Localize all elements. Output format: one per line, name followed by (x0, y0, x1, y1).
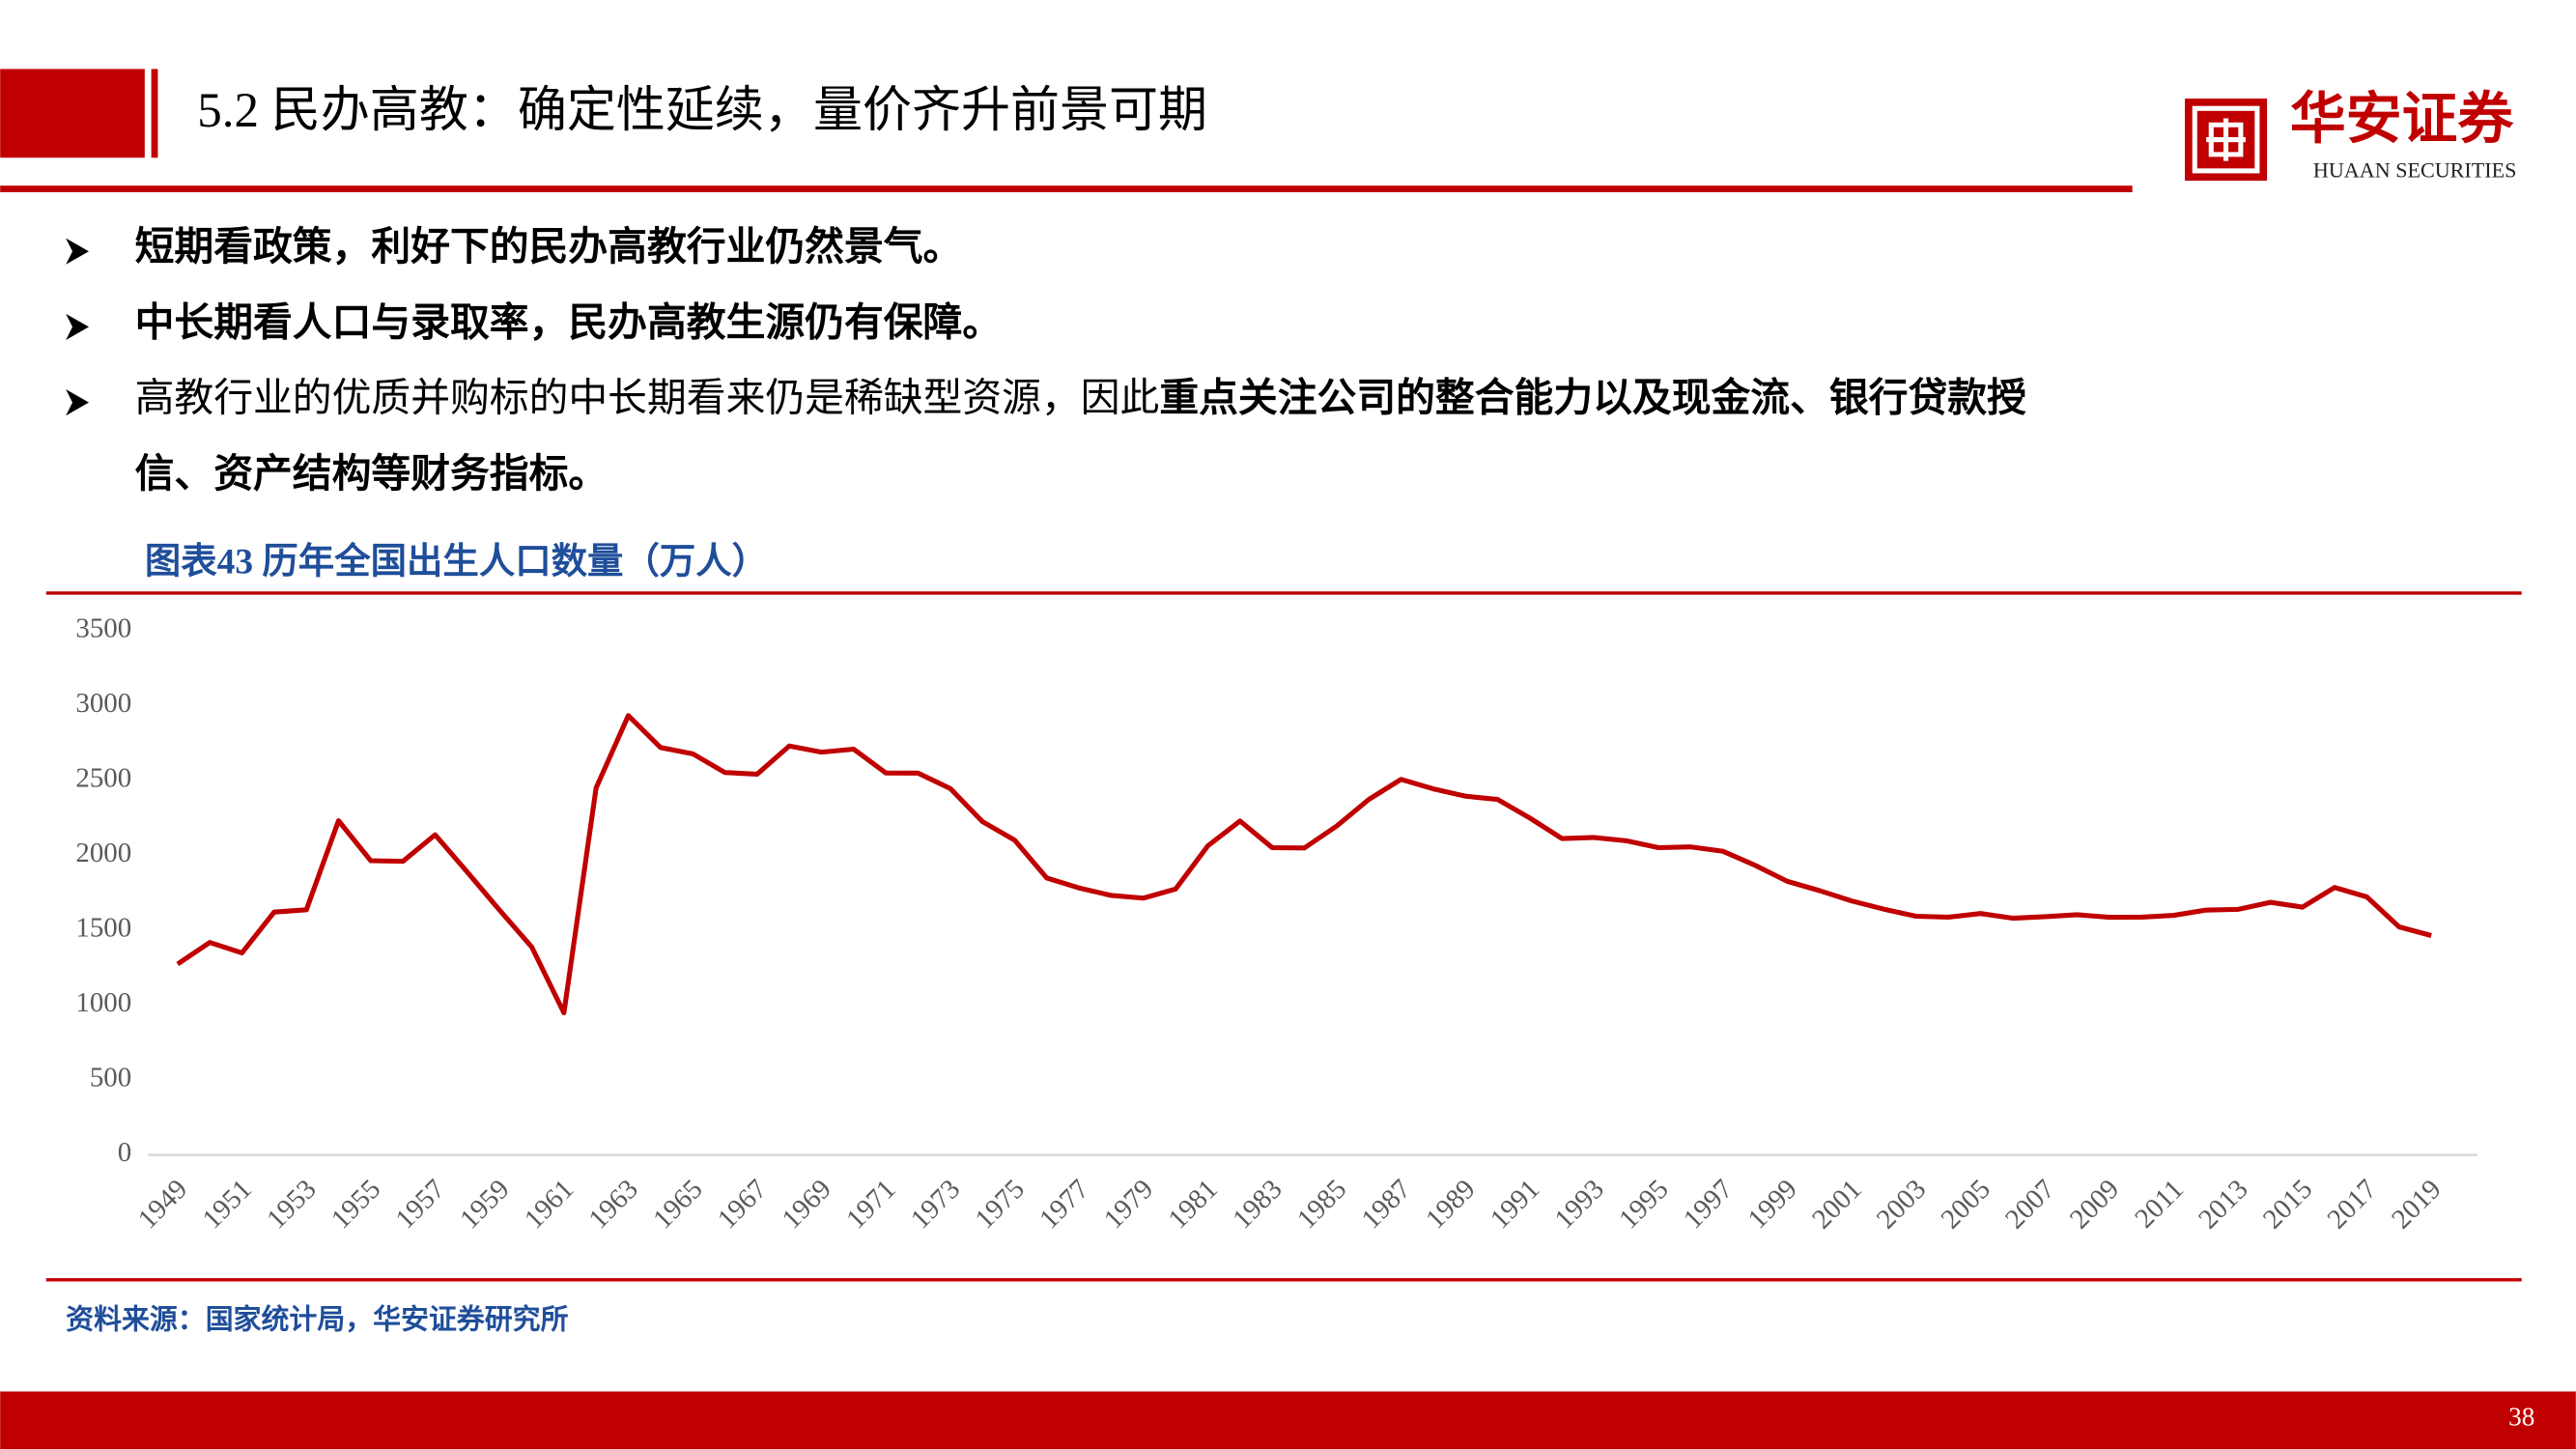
bullet-text: 高教行业的优质并购标的中长期看来仍是稀缺型资源，因此重点关注公司的整合能力以及现… (135, 377, 2026, 420)
x-tick-label: 2017 (2321, 1174, 2383, 1236)
x-tick-label: 1963 (582, 1174, 644, 1236)
x-tick-label: 2011 (2129, 1174, 2190, 1235)
logo-name: 华安证券 (2290, 88, 2514, 151)
x-tick-label: 1961 (519, 1174, 580, 1236)
header-bar (0, 69, 145, 158)
header-line (0, 185, 2133, 192)
x-tick-label: 1953 (261, 1174, 323, 1236)
y-tick-label: 2500 (75, 763, 131, 794)
source: 资料来源：国家统计局，华安证券研究所 (66, 1304, 568, 1336)
x-tick-label: 2005 (1935, 1174, 1996, 1236)
chart-bottom-line (45, 1278, 2522, 1282)
x-tick-label: 1981 (1162, 1174, 1224, 1236)
x-tick-label: 1993 (1548, 1174, 1610, 1236)
x-tick-label: 1973 (905, 1174, 967, 1236)
bullet-segment: 中长期看人口与录取率，民办高教生源仍有保障。 (135, 301, 1003, 345)
y-tick-label: 500 (90, 1063, 131, 1094)
x-tick-label: 2015 (2257, 1174, 2319, 1236)
bullet-segment: 信、资产结构等财务指标。 (135, 452, 609, 496)
x-tick-label: 1959 (454, 1174, 516, 1236)
y-tick-label: 1500 (75, 913, 131, 944)
x-tick-label: 1969 (776, 1174, 837, 1236)
logo-subtitle: HUAAN SECURITIES (2313, 158, 2517, 183)
x-tick-label: 1951 (196, 1174, 258, 1236)
x-tick-label: 1949 (132, 1174, 194, 1236)
x-tick-label: 1991 (1485, 1174, 1546, 1236)
x-tick-label: 1983 (1227, 1174, 1288, 1236)
bullet-text: 短期看政策，利好下的民办高教行业仍然景气。 (135, 226, 963, 270)
y-tick-label: 3000 (75, 688, 131, 719)
logo-icon (2185, 99, 2268, 182)
x-tick-label: 1971 (840, 1174, 902, 1236)
y-tick-label: 1000 (75, 987, 131, 1018)
bullet-segment: 高教行业的优质并购标的中长期看来仍是稀缺型资源，因此 (135, 377, 1160, 420)
chart-top-line (45, 591, 2522, 595)
x-tick-label: 1967 (712, 1174, 774, 1236)
x-tick-label: 2009 (2064, 1174, 2126, 1236)
x-tick-label: 1987 (1355, 1174, 1417, 1236)
x-tick-label: 2019 (2386, 1174, 2448, 1236)
bullet-segment: 重点关注公司的整合能力以及现金流、银行贷款授 (1159, 377, 2026, 420)
y-tick-label: 2000 (75, 838, 131, 868)
bullet-text: 信、资产结构等财务指标。 (135, 452, 609, 496)
x-tick-label: 1979 (1098, 1174, 1160, 1236)
bullet-arrow (66, 389, 90, 416)
x-tick-label: 1997 (1678, 1174, 1740, 1236)
page-number: 38 (2508, 1403, 2534, 1432)
y-tick-label: 3500 (75, 613, 131, 644)
x-tick-label: 1985 (1291, 1174, 1353, 1236)
x-tick-label: 1989 (1420, 1174, 1482, 1236)
x-tick-label: 2003 (1871, 1174, 1933, 1236)
x-tick-label: 2007 (1999, 1174, 2061, 1236)
bullet-arrow (66, 238, 90, 265)
x-tick-label: 1965 (647, 1174, 709, 1236)
header-title: 5.2 民办高教：确定性延续，量价齐升前景可期 (197, 84, 1207, 138)
x-tick-label: 2013 (2193, 1174, 2254, 1236)
data-line (176, 713, 2432, 1016)
x-tick-label: 1995 (1613, 1174, 1675, 1236)
footer-bar (0, 1391, 2576, 1449)
bullet-text: 中长期看人口与录取率，民办高教生源仍有保障。 (135, 301, 1003, 345)
x-tick-label: 1957 (389, 1174, 451, 1236)
bullet-segment: 短期看政策，利好下的民办高教行业仍然景气。 (135, 226, 963, 270)
bullet-arrow (66, 313, 90, 341)
y-tick-label: 0 (118, 1137, 131, 1168)
x-tick-label: 2001 (1806, 1174, 1868, 1236)
x-tick-label: 1999 (1741, 1174, 1803, 1236)
x-tick-label: 1975 (969, 1174, 1031, 1236)
x-tick-label: 1977 (1033, 1174, 1095, 1236)
header-divider (151, 69, 158, 158)
x-tick-label: 1955 (326, 1174, 387, 1236)
chart-title: 图表43 历年全国出生人口数量（万人） (145, 541, 768, 582)
